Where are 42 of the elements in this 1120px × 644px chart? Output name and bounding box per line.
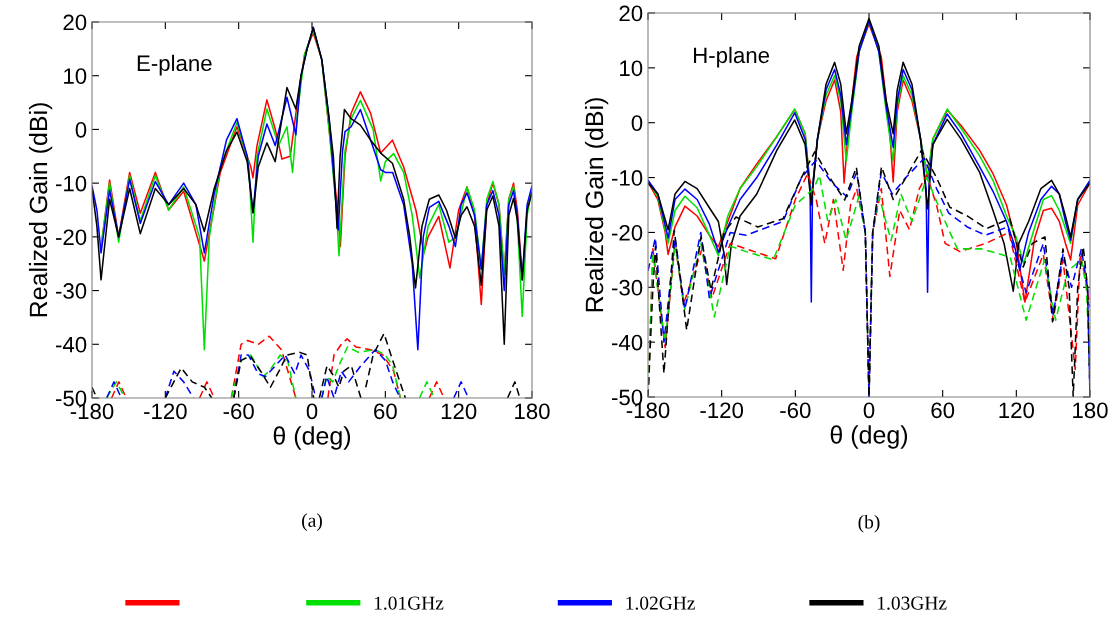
y-tick-label: -40 xyxy=(612,334,643,351)
x-axis-title: θ (deg) xyxy=(830,425,908,449)
text: (a) xyxy=(302,513,322,531)
y-tick-label: -20 xyxy=(56,229,87,246)
y-tick-label: -10 xyxy=(612,170,643,186)
x-tick-label: 60 xyxy=(374,403,397,420)
y-tick-label: -30 xyxy=(612,279,643,296)
y-axis-title: Realized Gain (dBi) xyxy=(584,98,609,312)
line-series xyxy=(230,335,297,398)
y-tick-label: 10 xyxy=(620,60,643,77)
y-tick-label: 20 xyxy=(63,14,87,31)
line-series xyxy=(230,354,297,398)
legend-label: 1.01GHz xyxy=(374,596,444,610)
line-series xyxy=(365,332,407,398)
annotation: H-plane xyxy=(694,46,770,68)
x-tick-label: 120 xyxy=(999,402,1034,419)
y-tick-label: 0 xyxy=(631,115,643,131)
legend-label: 1.02GHz xyxy=(626,596,695,610)
x-tick-label: -60 xyxy=(223,403,254,420)
x-tick-label: 180 xyxy=(515,403,550,420)
y-tick-label: -30 xyxy=(56,283,87,299)
x-axis-title: θ (deg) xyxy=(273,426,351,450)
annotation: E-plane xyxy=(137,54,212,76)
y-axis-title: Realized Gain (dBi) xyxy=(28,103,53,317)
x-tick-label: 180 xyxy=(1073,402,1108,419)
y-tick-label: 10 xyxy=(64,68,87,84)
y-tick-label: 20 xyxy=(619,5,643,22)
x-tick-label: -120 xyxy=(144,403,187,420)
x-tick-label: 60 xyxy=(931,402,955,419)
x-tick-label: 0 xyxy=(306,403,318,420)
line-series xyxy=(327,338,402,398)
x-tick-label: 120 xyxy=(441,403,477,420)
y-tick-label: 0 xyxy=(75,121,87,138)
legend-label: 1.03GHz xyxy=(878,596,947,610)
y-tick-label: -40 xyxy=(56,336,87,353)
x-tick-label: -120 xyxy=(700,402,744,419)
text: (b) xyxy=(858,514,880,533)
x-tick-label: 0 xyxy=(863,402,875,419)
line-series xyxy=(318,365,362,398)
y-tick-label: -20 xyxy=(612,224,643,241)
y-tick-label: -10 xyxy=(56,175,87,192)
x-tick-label: -60 xyxy=(780,402,811,419)
